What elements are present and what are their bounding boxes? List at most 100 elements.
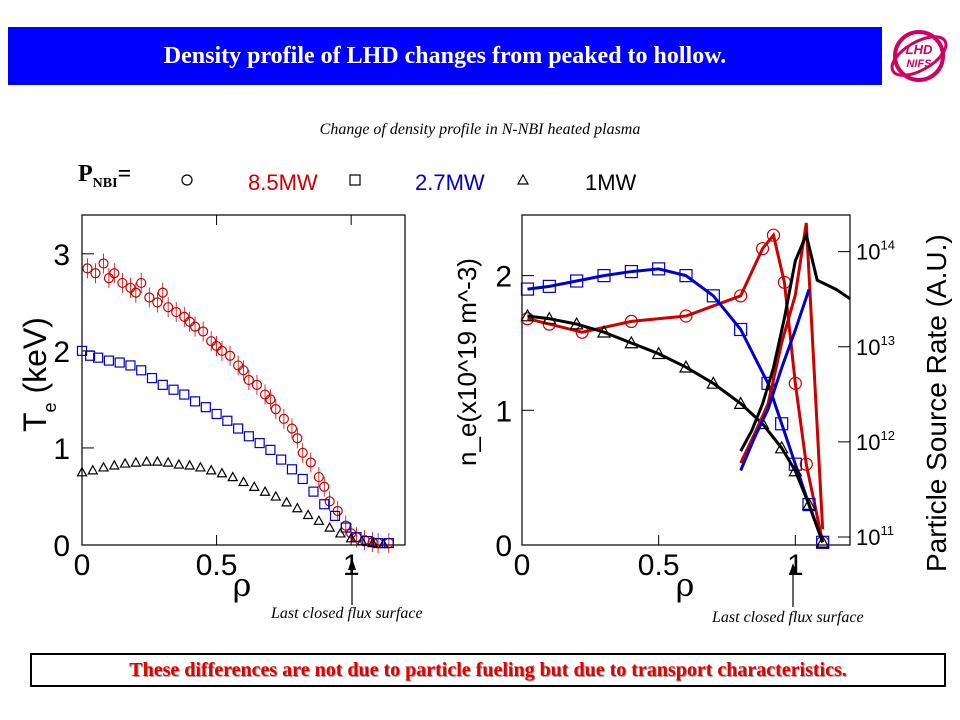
data-point [383, 537, 394, 549]
data-point [734, 322, 748, 337]
data-point [146, 372, 158, 384]
data-point [114, 357, 125, 368]
data-point [98, 258, 109, 269]
data-point [130, 456, 142, 467]
data-point [76, 466, 88, 477]
lcfs-label-right: Last closed flux surface [712, 609, 864, 626]
data-point [251, 379, 263, 390]
lcfs-arrowhead-right [789, 563, 797, 575]
y2-tick-base: 10 [856, 525, 880, 550]
data-point [189, 321, 201, 332]
series-1MW [520, 308, 830, 548]
data-point [216, 467, 228, 478]
data-point [151, 455, 163, 466]
series-1MW source [739, 230, 851, 452]
y-tick-label: 0 [495, 530, 512, 563]
data-point [679, 269, 693, 283]
data-point [542, 279, 556, 293]
y2-tick-label: 1013 [856, 333, 895, 360]
series-line [739, 230, 851, 452]
series-8.5MW [520, 228, 830, 549]
data-point [734, 289, 748, 303]
data-point [291, 502, 303, 513]
data-point [216, 345, 228, 356]
data-point [801, 497, 817, 510]
data-point [144, 292, 155, 303]
data-point [211, 408, 222, 420]
data-point [200, 402, 211, 413]
series-2.7MW source [739, 289, 811, 472]
y-axis-label-unit: (keV) [17, 317, 53, 402]
series-2.7MW [520, 262, 830, 549]
data-point [198, 326, 209, 337]
y2-tick-exp: 13 [880, 333, 894, 348]
data-point [651, 346, 666, 360]
y-tick-label: 1 [53, 433, 70, 466]
data-point [334, 527, 346, 538]
data-point [109, 268, 120, 279]
te-chart: 00.510123ρTe (keV) [17, 214, 406, 605]
legend-label-0: 8.5MW [248, 170, 318, 195]
data-point [157, 287, 168, 298]
triangle-marker [516, 173, 530, 185]
data-point [243, 374, 254, 386]
data-point [319, 481, 330, 492]
x-axis-label: ρ [233, 566, 252, 604]
pnbi-label: PNBI= [78, 161, 132, 191]
data-point [520, 312, 535, 326]
data-point [152, 297, 163, 308]
data-point [329, 510, 341, 521]
data-point [157, 379, 168, 390]
svg-text:NIFS: NIFS [906, 58, 932, 70]
data-point [286, 423, 298, 434]
data-point [286, 464, 298, 475]
data-point [119, 457, 131, 468]
legend-marker-circle [181, 174, 193, 186]
data-point [243, 431, 254, 442]
svg-text:LHD: LHD [906, 42, 933, 57]
data-point [238, 365, 249, 376]
series-8.5MW source [739, 222, 825, 530]
data-point [305, 457, 316, 468]
data-point [755, 242, 770, 256]
data-point [324, 521, 336, 532]
data-point [319, 499, 330, 510]
data-point [313, 471, 324, 483]
data-point [173, 458, 185, 469]
data-point [313, 514, 325, 525]
data-point [278, 413, 289, 424]
data-point [171, 306, 182, 318]
lhd-nifs-logo: LHD NIFS [883, 27, 951, 85]
data-point [340, 522, 351, 533]
x-tick-label: 0 [74, 549, 91, 582]
data-point [224, 350, 236, 361]
data-point [520, 308, 535, 322]
data-point [87, 464, 99, 475]
data-point [345, 532, 357, 543]
data-point [570, 274, 584, 288]
data-point [292, 433, 303, 444]
data-point [652, 262, 666, 276]
data-point [706, 289, 720, 303]
y-tick-label: 2 [495, 261, 512, 294]
y-tick-label: 2 [53, 336, 70, 369]
data-point [597, 269, 611, 283]
y2-tick-exp: 11 [880, 523, 894, 538]
data-point [377, 538, 389, 549]
y2-tick-label: 1012 [856, 428, 895, 455]
series-2.7MW [76, 345, 394, 549]
data-point [367, 537, 379, 548]
footer-note: These differences are not due to particl… [30, 653, 946, 687]
chart-subtitle: Change of density profile in N-NBI heate… [319, 121, 641, 138]
y-tick-label: 0 [53, 530, 70, 563]
data-point [356, 535, 368, 546]
data-point [624, 335, 639, 349]
y2-tick-exp: 12 [880, 428, 894, 443]
data-point [520, 282, 535, 296]
data-point [82, 263, 93, 274]
te-plot-frame [81, 214, 406, 546]
data-point [679, 309, 693, 323]
data-point [265, 394, 276, 405]
data-point [248, 481, 260, 491]
data-point [775, 417, 789, 431]
